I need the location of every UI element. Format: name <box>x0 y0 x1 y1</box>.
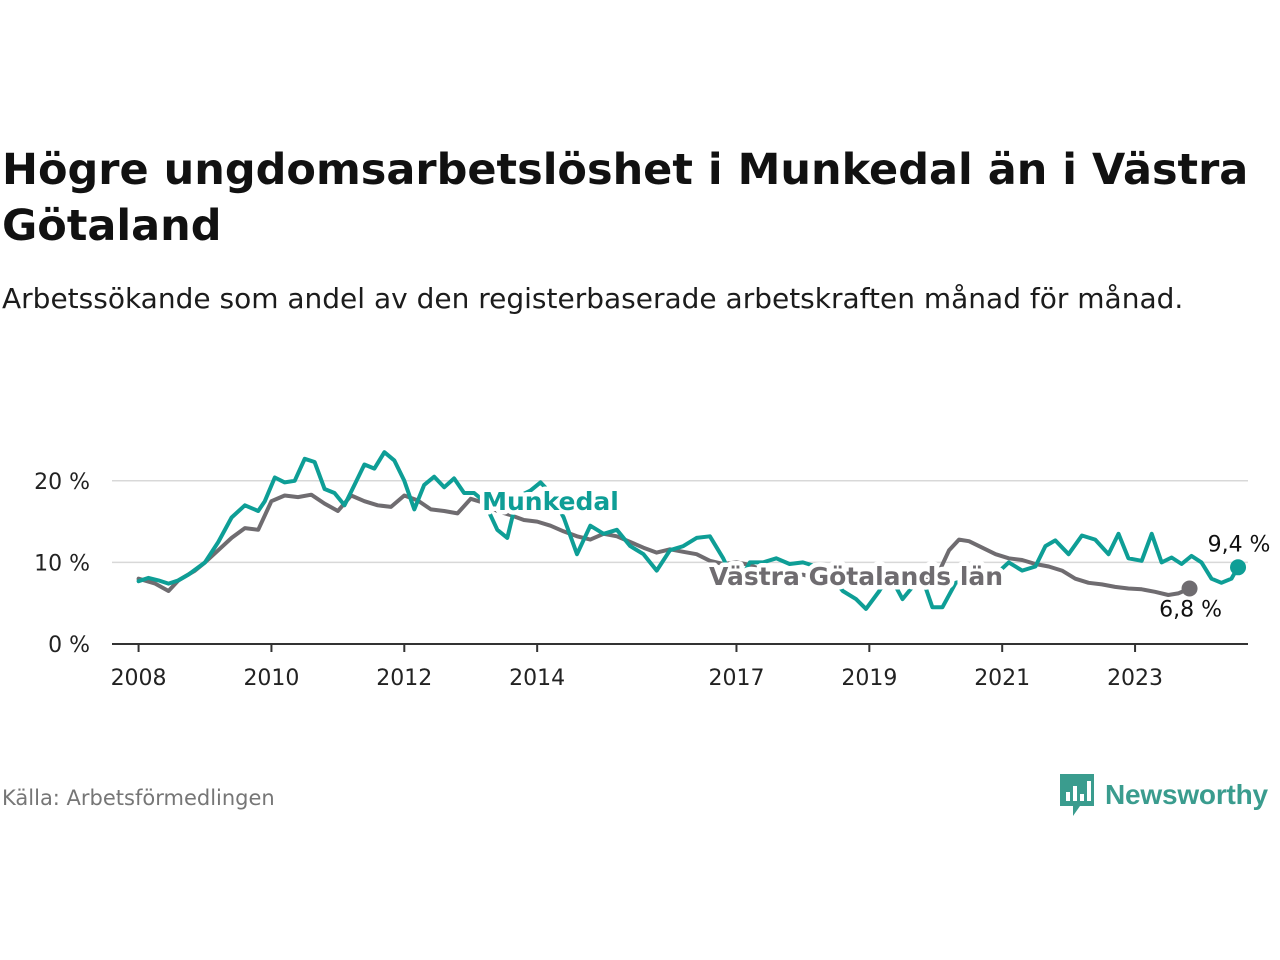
end-value-label: 6,8 % <box>1159 598 1222 623</box>
series-line-munkedal <box>136 450 1240 611</box>
x-tick-label: 2010 <box>243 666 299 691</box>
end-value-label: 9,4 % <box>1208 532 1271 557</box>
brand-logo[interactable]: Newsworthy <box>1058 772 1268 818</box>
x-tick-label: 2012 <box>376 666 432 691</box>
chart-subtitle: Arbetssökande som andel av den registerb… <box>2 282 1184 315</box>
source-note: Källa: Arbetsförmedlingen <box>2 786 275 810</box>
gridlines <box>112 480 1248 564</box>
x-tick-label: 2017 <box>708 666 764 691</box>
x-tick-label: 2019 <box>841 666 897 691</box>
series-end-point-v-stra-g-talands-l-n <box>1181 580 1198 597</box>
series-label-halo: Västra Götalands län <box>709 562 1003 591</box>
series-label: Munkedal <box>482 487 619 516</box>
series-lines <box>136 450 1247 611</box>
x-tick-label: 2008 <box>111 666 167 691</box>
y-tick-label: 20 % <box>34 470 90 495</box>
series-end-point-munkedal <box>1230 559 1247 576</box>
line-chart: 0 % 10 % 20 % 2008 2010 2012 2014 2017 2019 2021 2… <box>34 450 1271 691</box>
x-tick-label: 2014 <box>509 666 565 691</box>
y-tick-label: 10 % <box>34 551 90 576</box>
brand-name: Newsworthy <box>1105 779 1268 810</box>
x-tick-label: 2021 <box>974 666 1030 691</box>
y-tick-label: 0 % <box>48 633 90 658</box>
series-label-halo: Munkedal <box>482 487 619 516</box>
chart-title: Högre ungdomsarbetslöshet i Munkedal än … <box>2 145 1249 251</box>
series-line-v-stra-g-talands-l-n <box>136 492 1192 597</box>
series-label: Västra Götalands län <box>709 562 1003 591</box>
axes: 0 % 10 % 20 % 2008 2010 2012 2014 2017 2019 2021 2… <box>34 470 1248 691</box>
x-tick-label: 2023 <box>1107 666 1163 691</box>
newsworthy-bar-chart-icon <box>1060 774 1094 816</box>
